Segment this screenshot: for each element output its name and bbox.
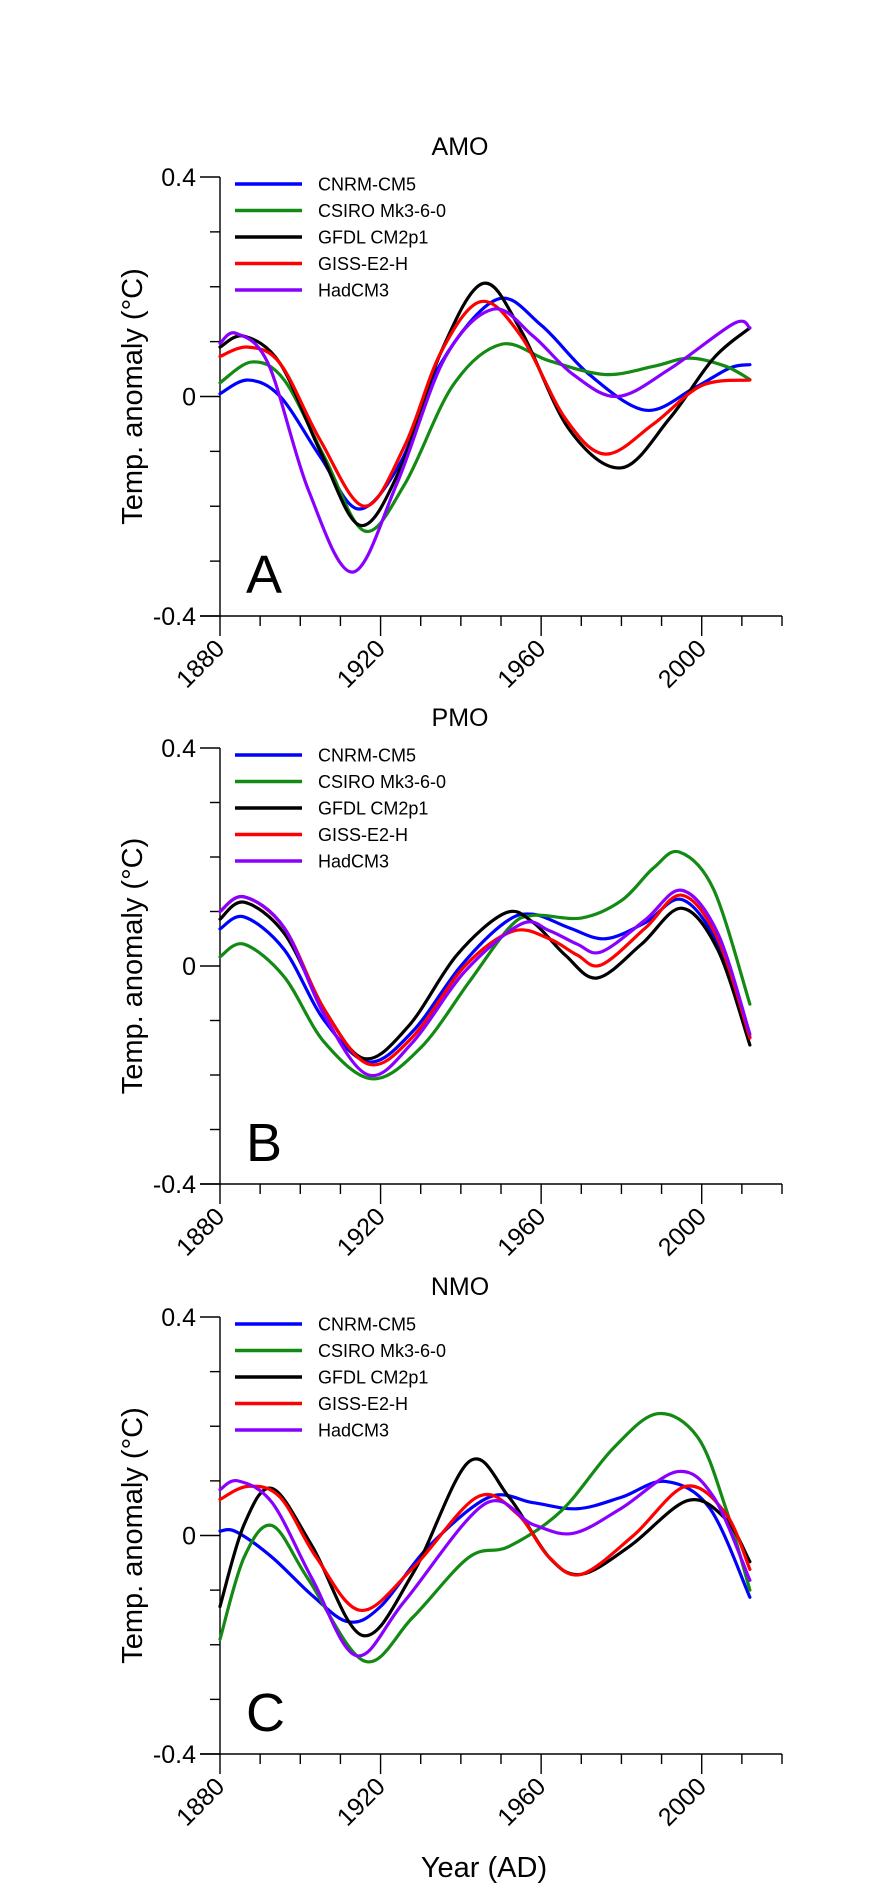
x-tick-label: 2000	[653, 1202, 712, 1261]
series-group	[218, 281, 752, 574]
y-tick-label: 0.4	[161, 1304, 196, 1332]
y-tick-label: -0.4	[153, 1741, 196, 1769]
y-tick-label: 0	[182, 1523, 196, 1551]
legend-item: HadCM3	[235, 852, 389, 872]
legend-label: GISS-E2-H	[318, 254, 408, 274]
x-tick-label: 1960	[492, 634, 551, 693]
legend-label: GFDL CM2p1	[318, 228, 428, 248]
legend-label: CNRM-CM5	[318, 175, 416, 195]
legend-item: CNRM-CM5	[235, 746, 416, 766]
legend-item: GISS-E2-H	[235, 254, 408, 274]
legend-label: CNRM-CM5	[318, 746, 416, 766]
panel-letter: B	[246, 1113, 282, 1173]
series-line-gfdl-cm2p1	[218, 900, 752, 1061]
legend-item: CSIRO Mk3-6-0	[235, 772, 446, 792]
panel-amo: AMO 0.4 0 -0.4 1880 1920 1960 2000 Temp. anomaly…	[117, 133, 783, 694]
series-line-giss-e2-h	[218, 893, 752, 1067]
y-axis-title: Temp. anomaly (°C)	[117, 1407, 149, 1664]
x-tick-label: 1880	[171, 1202, 230, 1261]
series-line-hadcm3	[218, 888, 752, 1078]
y-tick-label: 0	[182, 953, 196, 981]
legend-item: CNRM-CM5	[235, 1315, 416, 1335]
series-line-giss-e2-h	[218, 1484, 752, 1612]
legend-label: CSIRO Mk3-6-0	[318, 201, 446, 221]
legend-label: GISS-E2-H	[318, 825, 408, 845]
y-axis-title: Temp. anomaly (°C)	[117, 838, 149, 1095]
series-group	[218, 849, 752, 1081]
panel-title: AMO	[432, 133, 489, 161]
legend: CNRM-CM5 CSIRO Mk3-6-0 GFDL CM2p1 GISS-E2-H…	[235, 746, 446, 872]
legend-item: HadCM3	[235, 1421, 389, 1441]
series-line-giss-e2-h	[218, 299, 752, 508]
legend: CNRM-CM5 CSIRO Mk3-6-0 GFDL CM2p1 GISS-E2-H…	[235, 175, 446, 301]
legend-label: CSIRO Mk3-6-0	[318, 772, 446, 792]
legend-label: HadCM3	[318, 1421, 389, 1441]
x-tick-label: 1920	[332, 634, 391, 693]
y-tick-label: 0.4	[161, 735, 196, 763]
x-axis-title: Year (AD)	[421, 1852, 547, 1884]
legend-label: CSIRO Mk3-6-0	[318, 1341, 446, 1361]
x-tick-label: 1920	[332, 1772, 391, 1831]
panel-letter: C	[246, 1683, 285, 1743]
series-line-hadcm3	[218, 1469, 752, 1658]
legend-label: HadCM3	[318, 852, 389, 872]
x-tick-label: 1880	[171, 634, 230, 693]
series-line-csiro-mk3-6-0	[218, 342, 752, 533]
panel-nmo: NMO 0.4 0 -0.4 1880 1920 1960 2000 Temp. anomaly…	[117, 1273, 783, 1832]
legend-item: GISS-E2-H	[235, 825, 408, 845]
legend-item: CSIRO Mk3-6-0	[235, 1341, 446, 1361]
x-tick-label: 1960	[492, 1772, 551, 1831]
legend: CNRM-CM5 CSIRO Mk3-6-0 GFDL CM2p1 GISS-E2-H…	[235, 1315, 446, 1441]
legend-label: GFDL CM2p1	[318, 1368, 428, 1388]
y-tick-label: -0.4	[153, 603, 196, 631]
series-line-hadcm3	[218, 307, 752, 574]
x-tick-label: 1880	[171, 1772, 230, 1831]
legend-item: GFDL CM2p1	[235, 799, 428, 819]
series-line-gfdl-cm2p1	[218, 1457, 752, 1638]
series-line-cnrm-cm5	[218, 1479, 752, 1624]
x-tick-label: 1960	[492, 1202, 551, 1261]
legend-item: GFDL CM2p1	[235, 1368, 428, 1388]
legend-item: HadCM3	[235, 281, 389, 301]
series-group	[218, 1411, 752, 1664]
legend-item: GFDL CM2p1	[235, 228, 428, 248]
x-tick-label: 2000	[653, 634, 712, 693]
legend-label: CNRM-CM5	[318, 1315, 416, 1335]
y-tick-label: 0	[182, 384, 196, 412]
legend-item: GISS-E2-H	[235, 1394, 408, 1414]
legend-item: CNRM-CM5	[235, 175, 416, 195]
panel-title: PMO	[432, 704, 489, 732]
x-tick-label: 2000	[653, 1772, 712, 1831]
y-axis-title: Temp. anomaly (°C)	[117, 268, 149, 525]
legend-label: HadCM3	[318, 281, 389, 301]
panel-pmo: PMO 0.4 0 -0.4 1880 1920 1960 2000 Temp. anomaly…	[117, 704, 783, 1262]
panel-title: NMO	[431, 1273, 489, 1301]
legend-label: GISS-E2-H	[318, 1394, 408, 1414]
x-tick-label: 1920	[332, 1202, 391, 1261]
legend-label: GFDL CM2p1	[318, 799, 428, 819]
legend-item: CSIRO Mk3-6-0	[235, 201, 446, 221]
panel-letter: A	[246, 545, 282, 605]
y-tick-label: -0.4	[153, 1171, 196, 1199]
y-tick-label: 0.4	[161, 164, 196, 192]
series-line-csiro-mk3-6-0	[218, 1411, 752, 1664]
series-line-csiro-mk3-6-0	[218, 849, 752, 1081]
series-line-cnrm-cm5	[218, 897, 752, 1064]
